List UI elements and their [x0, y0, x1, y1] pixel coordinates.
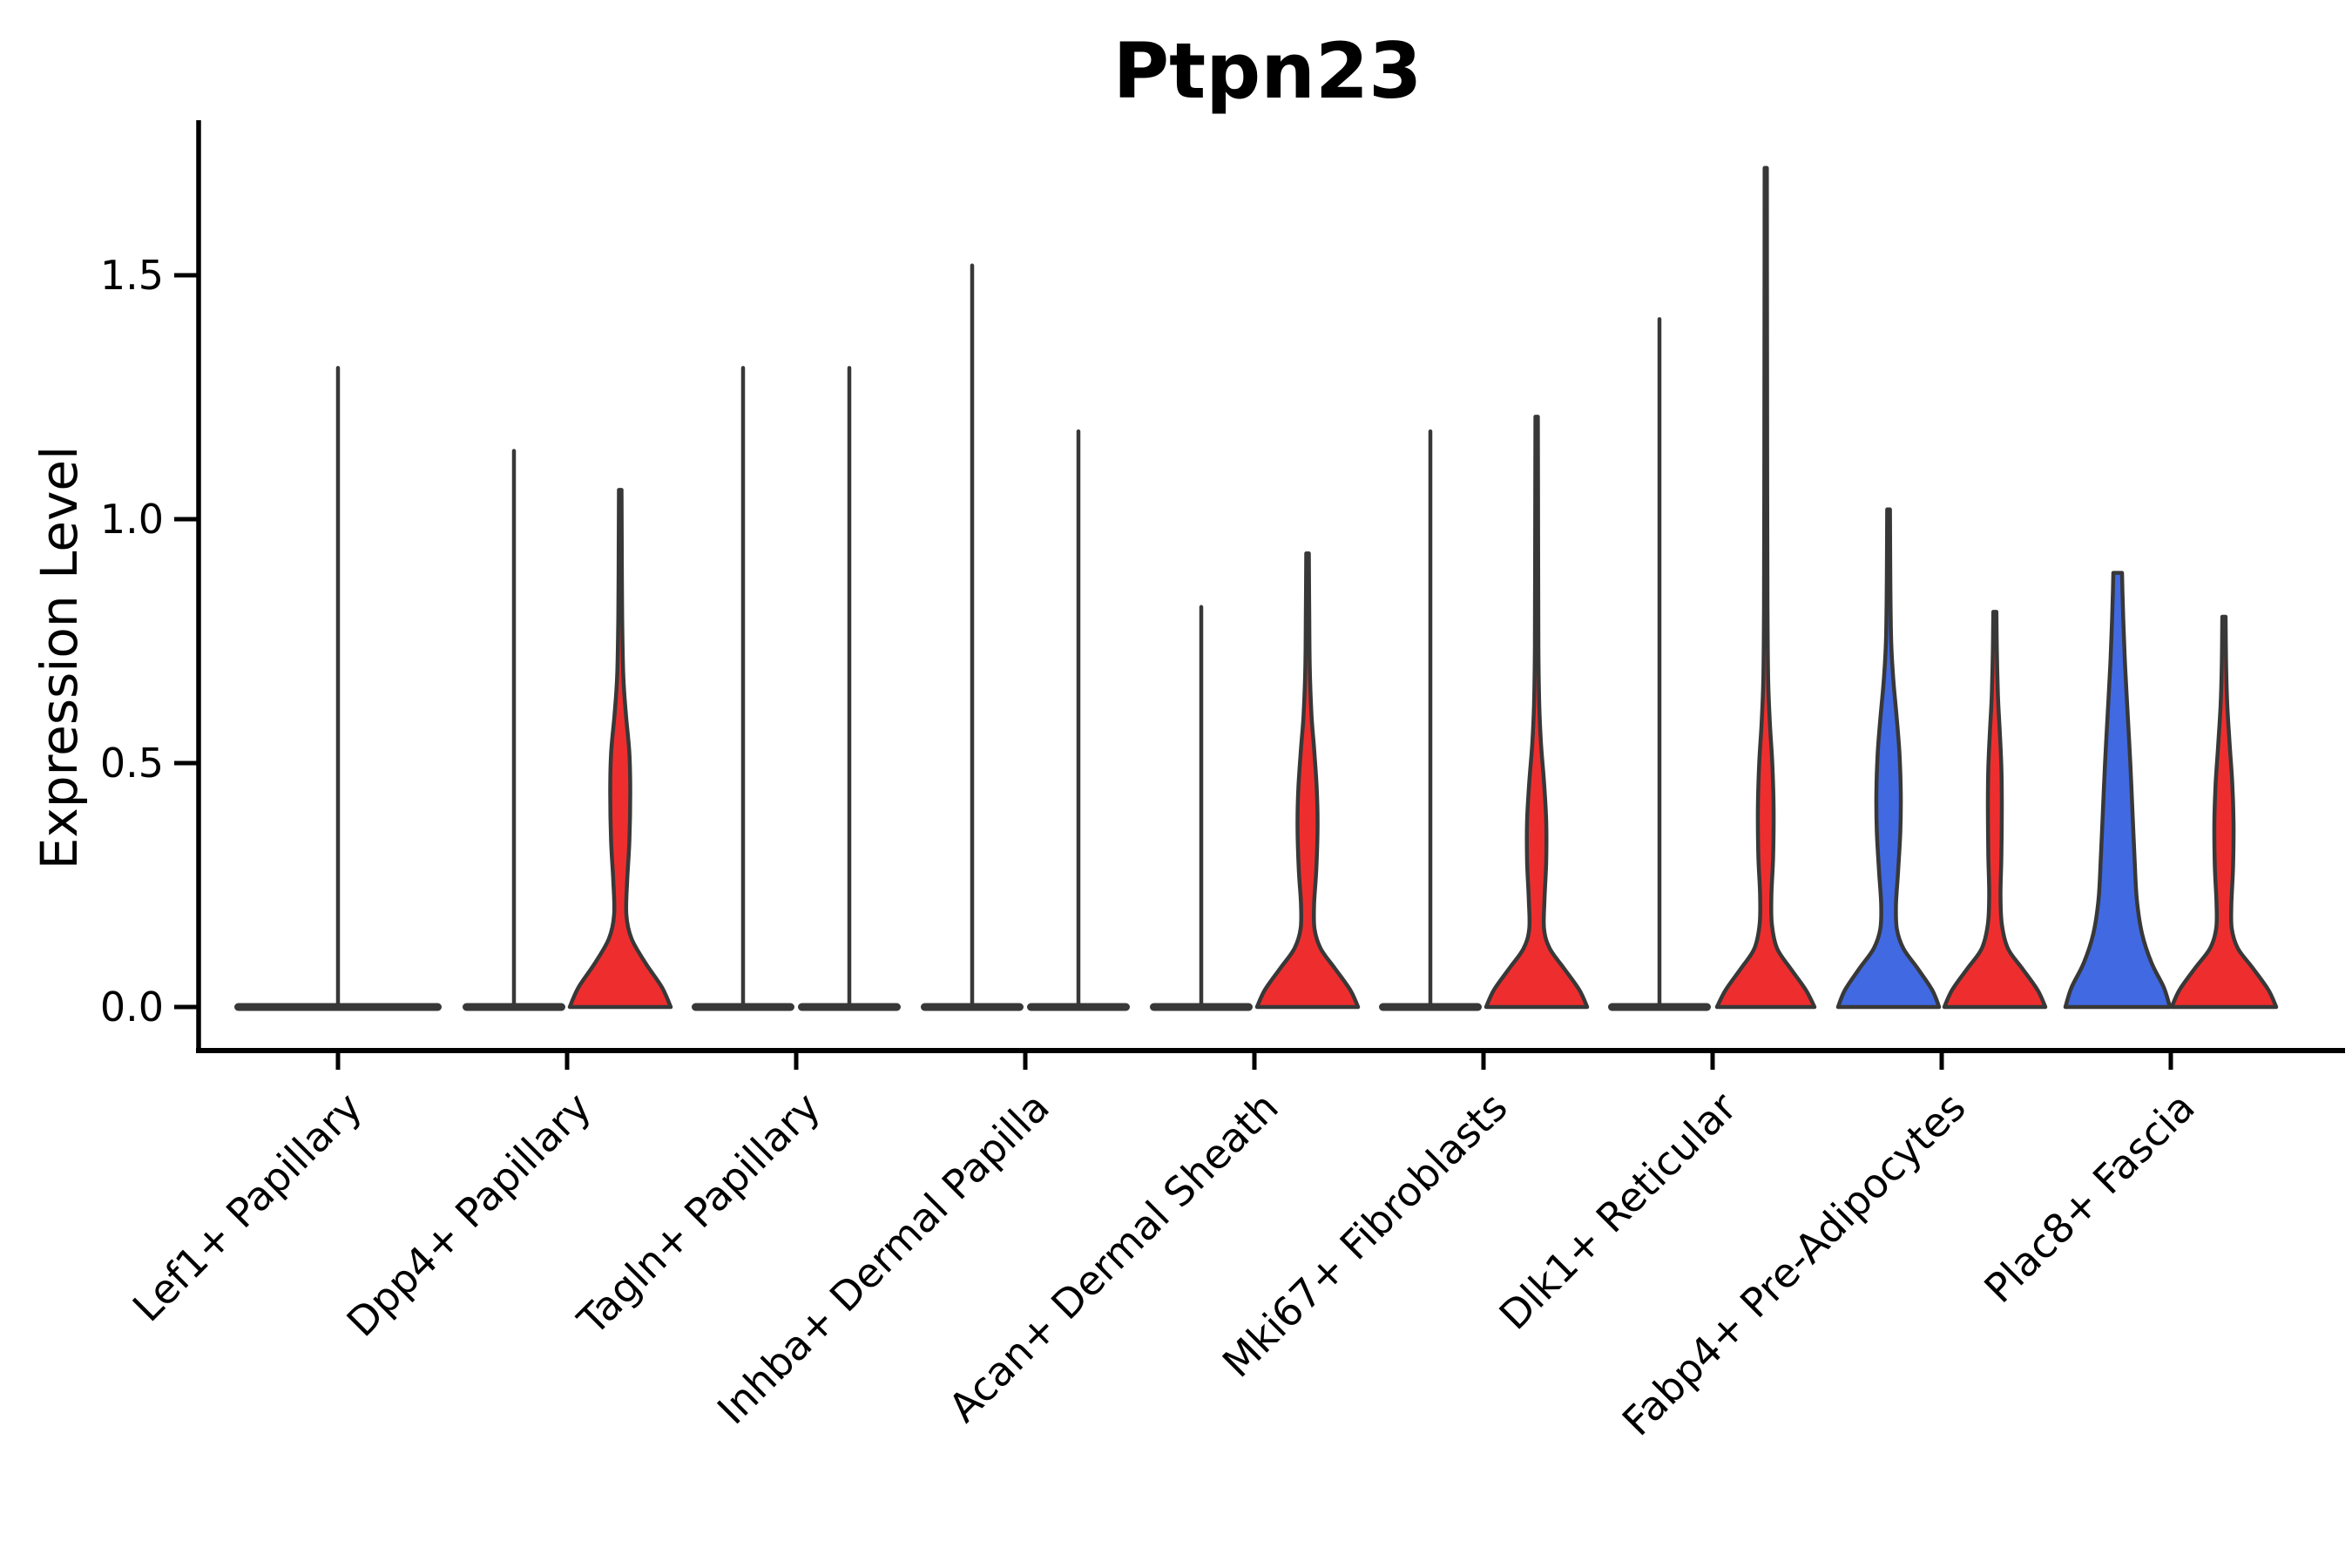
y-tick-label: 1.0 — [100, 496, 164, 543]
violin-red — [1254, 551, 1361, 1010]
chart-title: Ptpn23 — [1113, 26, 1423, 116]
x-tick-label: Dpp4+ Papillary — [338, 1084, 600, 1346]
violin-red — [1484, 415, 1590, 1010]
x-tick-label: Plac8+ Fascia — [1975, 1084, 2203, 1312]
y-tick-label: 1.5 — [100, 252, 164, 299]
x-tick-label: Dlk1+ Reticular — [1490, 1084, 1746, 1339]
y-tick-label: 0.0 — [100, 983, 164, 1031]
violin-blue — [1835, 507, 1942, 1010]
y-axis-label: Expression Level — [30, 446, 89, 869]
x-tick-label: Lef1+ Papillary — [124, 1084, 371, 1331]
violin-blue — [2063, 571, 2173, 1010]
violin-red — [1942, 610, 2048, 1010]
x-tick-label: Tagln+ Papillary — [568, 1084, 829, 1345]
violin-red — [567, 488, 673, 1010]
y-tick-label: 0.5 — [100, 740, 164, 787]
violin-red — [2169, 614, 2279, 1010]
violin-red — [1714, 166, 1817, 1010]
